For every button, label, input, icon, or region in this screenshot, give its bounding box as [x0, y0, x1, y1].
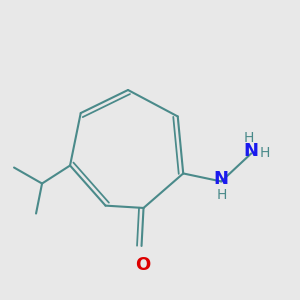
Text: H: H	[217, 188, 227, 203]
Text: N: N	[244, 142, 259, 160]
Text: N: N	[214, 170, 229, 188]
Text: H: H	[260, 146, 270, 161]
Text: O: O	[135, 256, 150, 274]
Text: H: H	[244, 131, 254, 146]
